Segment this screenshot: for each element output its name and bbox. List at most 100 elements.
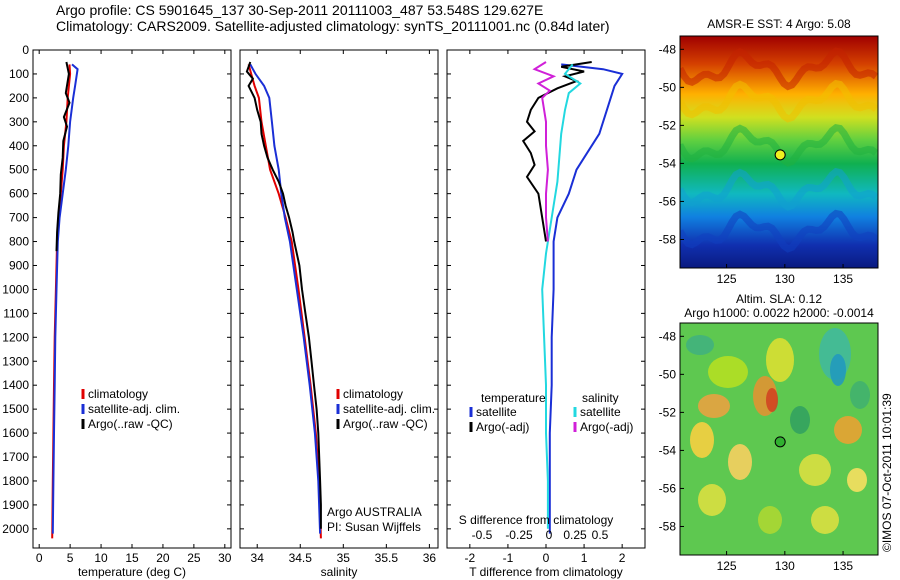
x-axis-label: T difference from climatology [469, 565, 623, 579]
y-tick-label: 1200 [2, 330, 29, 344]
sla-blobs [686, 328, 870, 534]
sla-anomaly [686, 335, 714, 355]
x-tick-label: 15 [125, 551, 139, 565]
x2-tick-label: 0.25 [563, 528, 587, 542]
map-y-tick-label: -48 [659, 42, 677, 56]
legend-label: climatology [88, 387, 148, 401]
map-frame [679, 35, 879, 269]
y-tick-label: 800 [9, 235, 29, 249]
y-tick-label: 900 [9, 258, 29, 272]
y-tick-label: 1700 [2, 450, 29, 464]
sla-anomaly [766, 388, 778, 412]
y-tick-label: 200 [9, 91, 29, 105]
y-tick-label: 500 [9, 163, 29, 177]
y-tick-label: 600 [9, 187, 29, 201]
legend-title: temperature [481, 391, 546, 405]
x-tick-label: 2 [619, 551, 626, 565]
x-tick-label: 5 [67, 551, 74, 565]
header-line-1: Argo profile: CS 5901645_137 30-Sep-2011… [56, 2, 544, 18]
legend-title: salinity [582, 391, 619, 405]
sla-anomaly [766, 338, 794, 382]
sla-anomaly [698, 394, 730, 418]
map-y-tick-label: -48 [659, 329, 677, 343]
sla-anomaly [728, 444, 752, 480]
map-sla: -48 -50 -52 -54 -56 -58 125 130 135 [659, 322, 879, 573]
x-tick-label: 0 [543, 551, 550, 565]
map-x-tick-label: 135 [833, 559, 853, 573]
series-line [51, 63, 79, 534]
panel-temperature: 0100200300400500600700800900100011001200… [2, 43, 232, 579]
map-x-tick-label: 130 [775, 559, 795, 573]
sst-contour [680, 79, 878, 123]
legend-label: Argo(..raw -QC) [88, 417, 173, 431]
x-tick-label: 20 [156, 551, 170, 565]
x-tick-label: 30 [218, 551, 232, 565]
map-x-tick-label: 125 [717, 272, 737, 286]
float-location-marker [774, 436, 786, 448]
x-axis-label: salinity [321, 565, 358, 579]
y-tick-label: 2000 [2, 522, 29, 536]
series-line [55, 61, 71, 252]
y-tick-label: 1600 [2, 426, 29, 440]
sla-anomaly [758, 506, 782, 534]
map-sla-title-2: Argo h1000: 0.0022 h2000: -0.0014 [684, 306, 874, 320]
map-sla-title-1: Altim. SLA: 0.12 [736, 292, 822, 306]
x-tick-label: -2 [465, 551, 476, 565]
map-x-tick-label: 125 [717, 559, 737, 573]
x-tick-label: 35.5 [375, 551, 399, 565]
legend-label: satellite-adj. clim. [88, 402, 180, 416]
sla-anomaly [690, 422, 714, 458]
series-line [541, 63, 582, 529]
sst-contour [680, 123, 878, 167]
sla-anomaly [811, 506, 839, 534]
y-tick-label: 1500 [2, 402, 29, 416]
map-y-tick-label: -56 [659, 194, 677, 208]
map-frame [679, 322, 879, 556]
y-tick-label: 700 [9, 211, 29, 225]
sla-anomaly [850, 381, 870, 409]
pi-note: PI: Susan Wijffels [327, 520, 421, 534]
float-note: Argo AUSTRALIA [327, 505, 422, 519]
x-tick-label: 34.5 [289, 551, 313, 565]
x2-tick-label: 0.5 [592, 528, 609, 542]
sla-anomaly [708, 356, 748, 388]
x-tick-label: 10 [94, 551, 108, 565]
sla-anomaly [830, 354, 846, 386]
y-tick-label: 1300 [2, 354, 29, 368]
map-y-tick-label: -50 [659, 367, 677, 381]
map-y-tick-label: -58 [659, 519, 677, 533]
y-tick-label: 1900 [2, 498, 29, 512]
map-y-tick-label: -56 [659, 481, 677, 495]
map-x-tick-label: 135 [833, 272, 853, 286]
y-tick-label: 1100 [3, 306, 29, 320]
map-sst: -48 -50 -52 -54 -56 -58 125 130 135 [659, 35, 879, 286]
sla-anomaly [790, 406, 810, 434]
map-sst-title: AMSR-E SST: 4 Argo: 5.08 [707, 17, 851, 31]
x2-tick-label: -0.5 [472, 528, 493, 542]
y-tick-label: 1800 [2, 474, 29, 488]
sst-contour [680, 209, 878, 253]
header-line-2: Climatology: CARS2009. Satellite-adjuste… [56, 18, 610, 34]
credit-label: ©IMOS 07-Oct-2011 10:01:39 [880, 393, 894, 552]
sst-contour [680, 47, 878, 91]
legend-label: climatology [343, 387, 403, 401]
sst-waves [680, 47, 878, 253]
map-x-tick-label: 130 [775, 272, 795, 286]
sla-anomaly [847, 468, 867, 492]
x-tick-label: -1 [503, 551, 514, 565]
panel-difference: -2 -1 0 1 2T difference from climatology temp… [446, 49, 646, 579]
x2-axis-label: S difference from climatology [459, 513, 614, 527]
y-tick-label: 1400 [2, 378, 29, 392]
x-tick-label: 1 [581, 551, 588, 565]
y-tick-label: 0 [22, 43, 29, 57]
sla-anomaly [698, 484, 726, 516]
x2-tick-label: -0.25 [505, 528, 533, 542]
legend-label: Argo(-adj) [476, 420, 529, 434]
map-y-tick-label: -58 [659, 232, 677, 246]
panel-salinity: 34 34.5 35 35.5 36 salinity climatologysatelli… [239, 49, 439, 579]
series-line [548, 63, 624, 534]
sla-anomaly [799, 454, 831, 486]
legend-label: Argo(-adj) [580, 420, 633, 434]
y-tick-label: 400 [9, 139, 29, 153]
